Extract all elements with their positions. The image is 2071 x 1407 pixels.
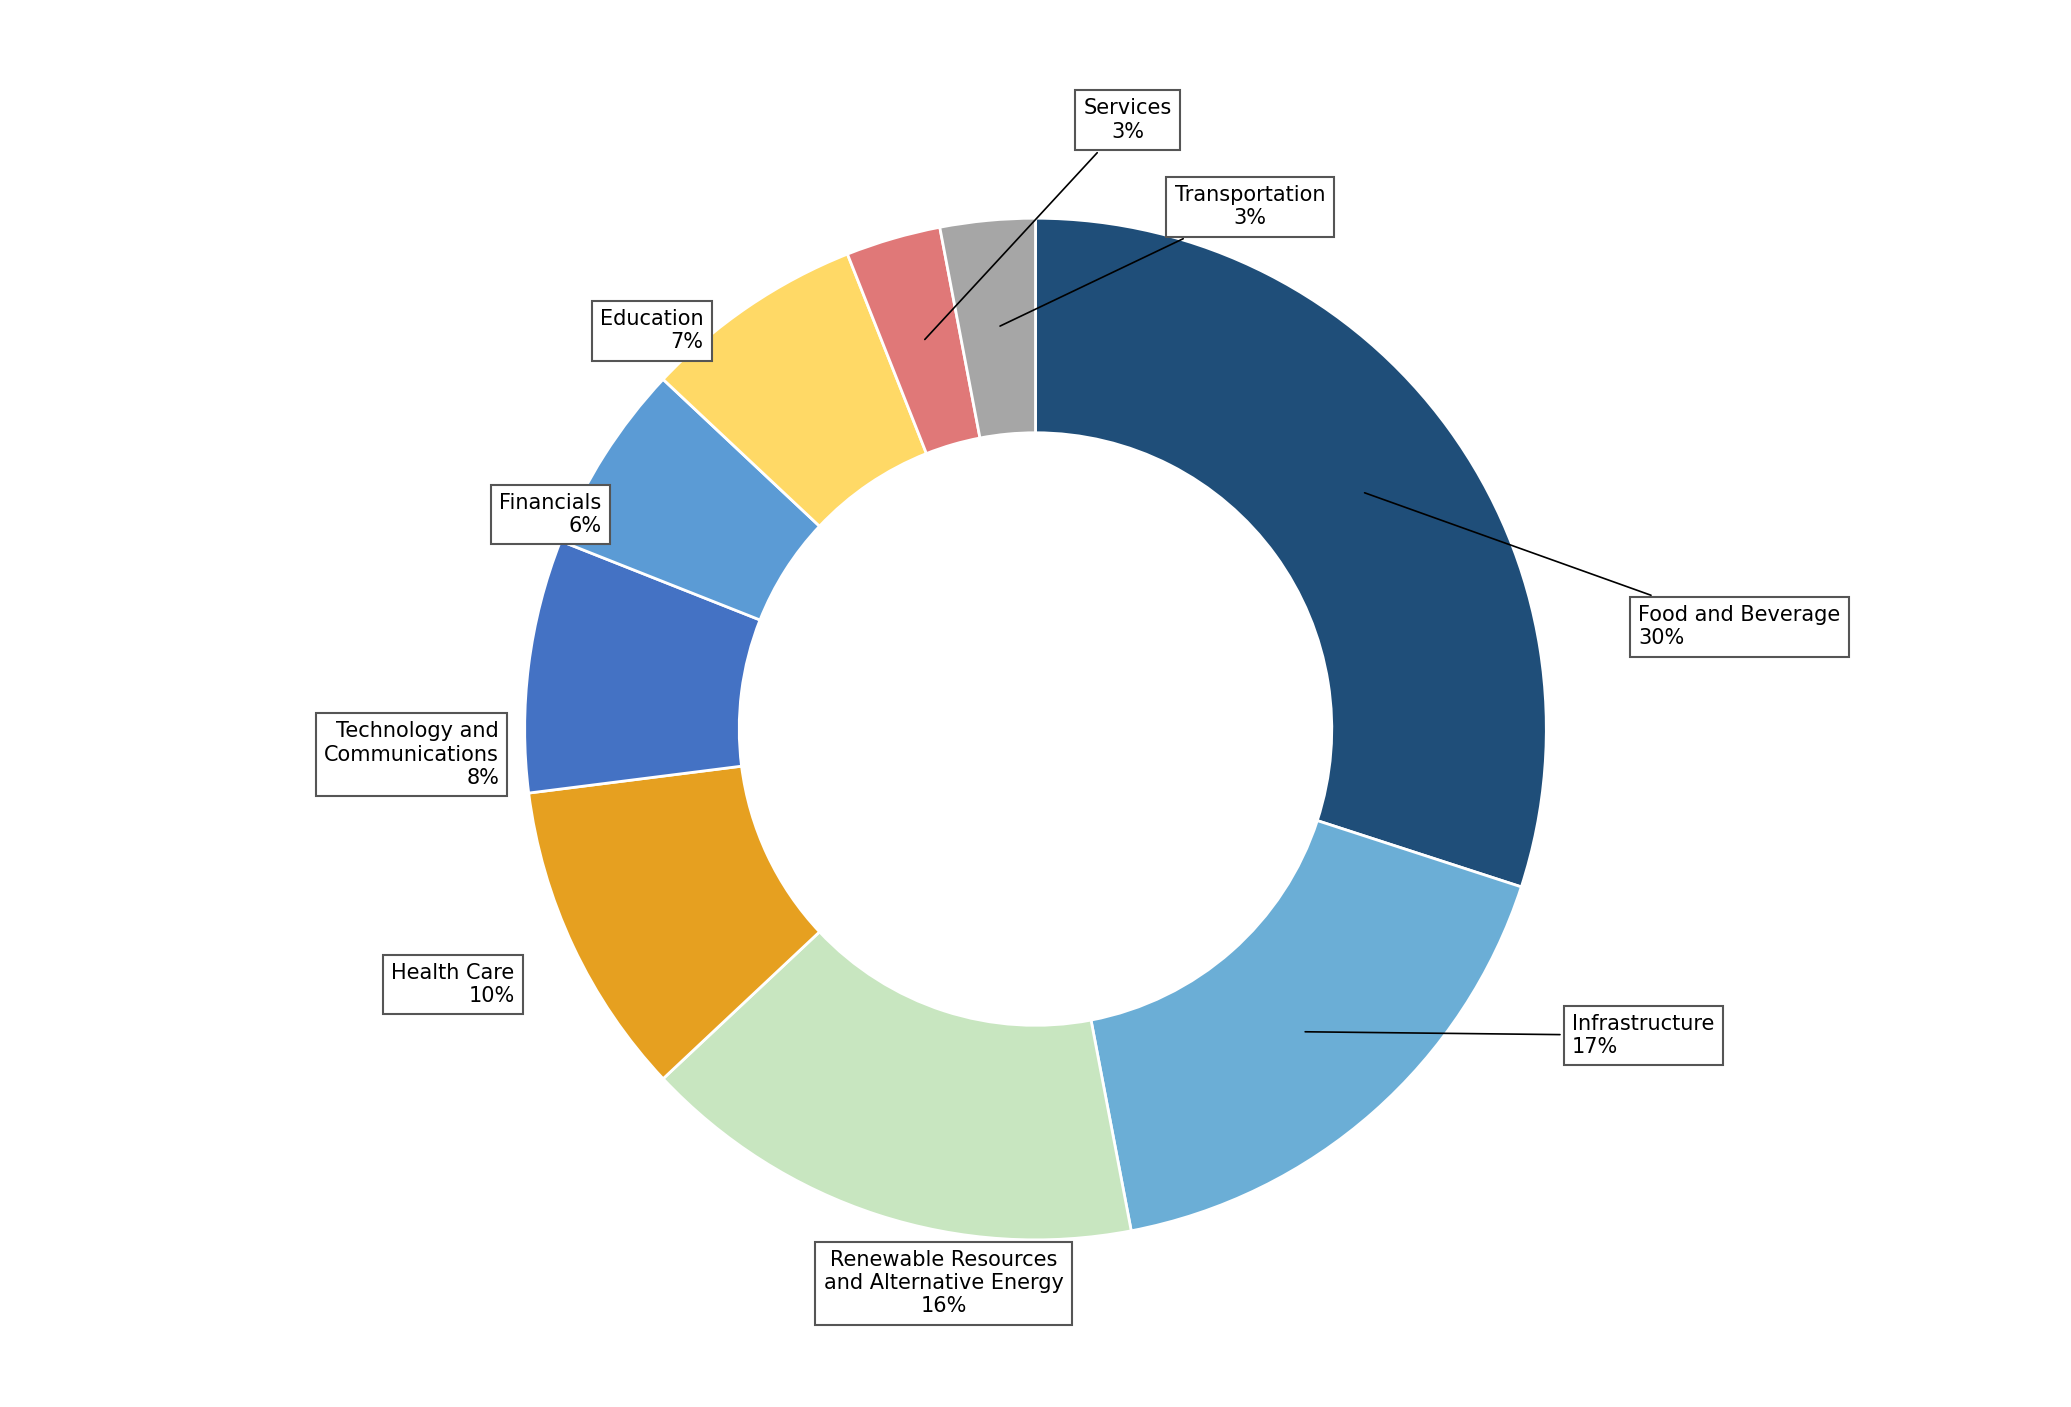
Text: Health Care
10%: Health Care 10% (391, 962, 514, 1006)
Text: Infrastructure
17%: Infrastructure 17% (1305, 1014, 1715, 1057)
Text: Technology and
Communications
8%: Technology and Communications 8% (325, 722, 499, 788)
Text: Transportation
3%: Transportation 3% (1000, 186, 1325, 326)
Wedge shape (663, 255, 926, 526)
Text: Food and Beverage
30%: Food and Beverage 30% (1365, 492, 1841, 649)
Text: Services
3%: Services 3% (926, 98, 1172, 339)
Wedge shape (1091, 820, 1522, 1231)
Text: Financials
6%: Financials 6% (499, 492, 601, 536)
Wedge shape (940, 218, 1036, 438)
Wedge shape (561, 380, 820, 620)
Wedge shape (663, 931, 1131, 1240)
Wedge shape (847, 228, 980, 453)
Text: Renewable Resources
and Alternative Energy
16%: Renewable Resources and Alternative Ener… (824, 1249, 1064, 1317)
Wedge shape (528, 767, 820, 1079)
Wedge shape (1036, 218, 1547, 886)
Wedge shape (524, 542, 760, 794)
Text: Education
7%: Education 7% (601, 310, 704, 352)
